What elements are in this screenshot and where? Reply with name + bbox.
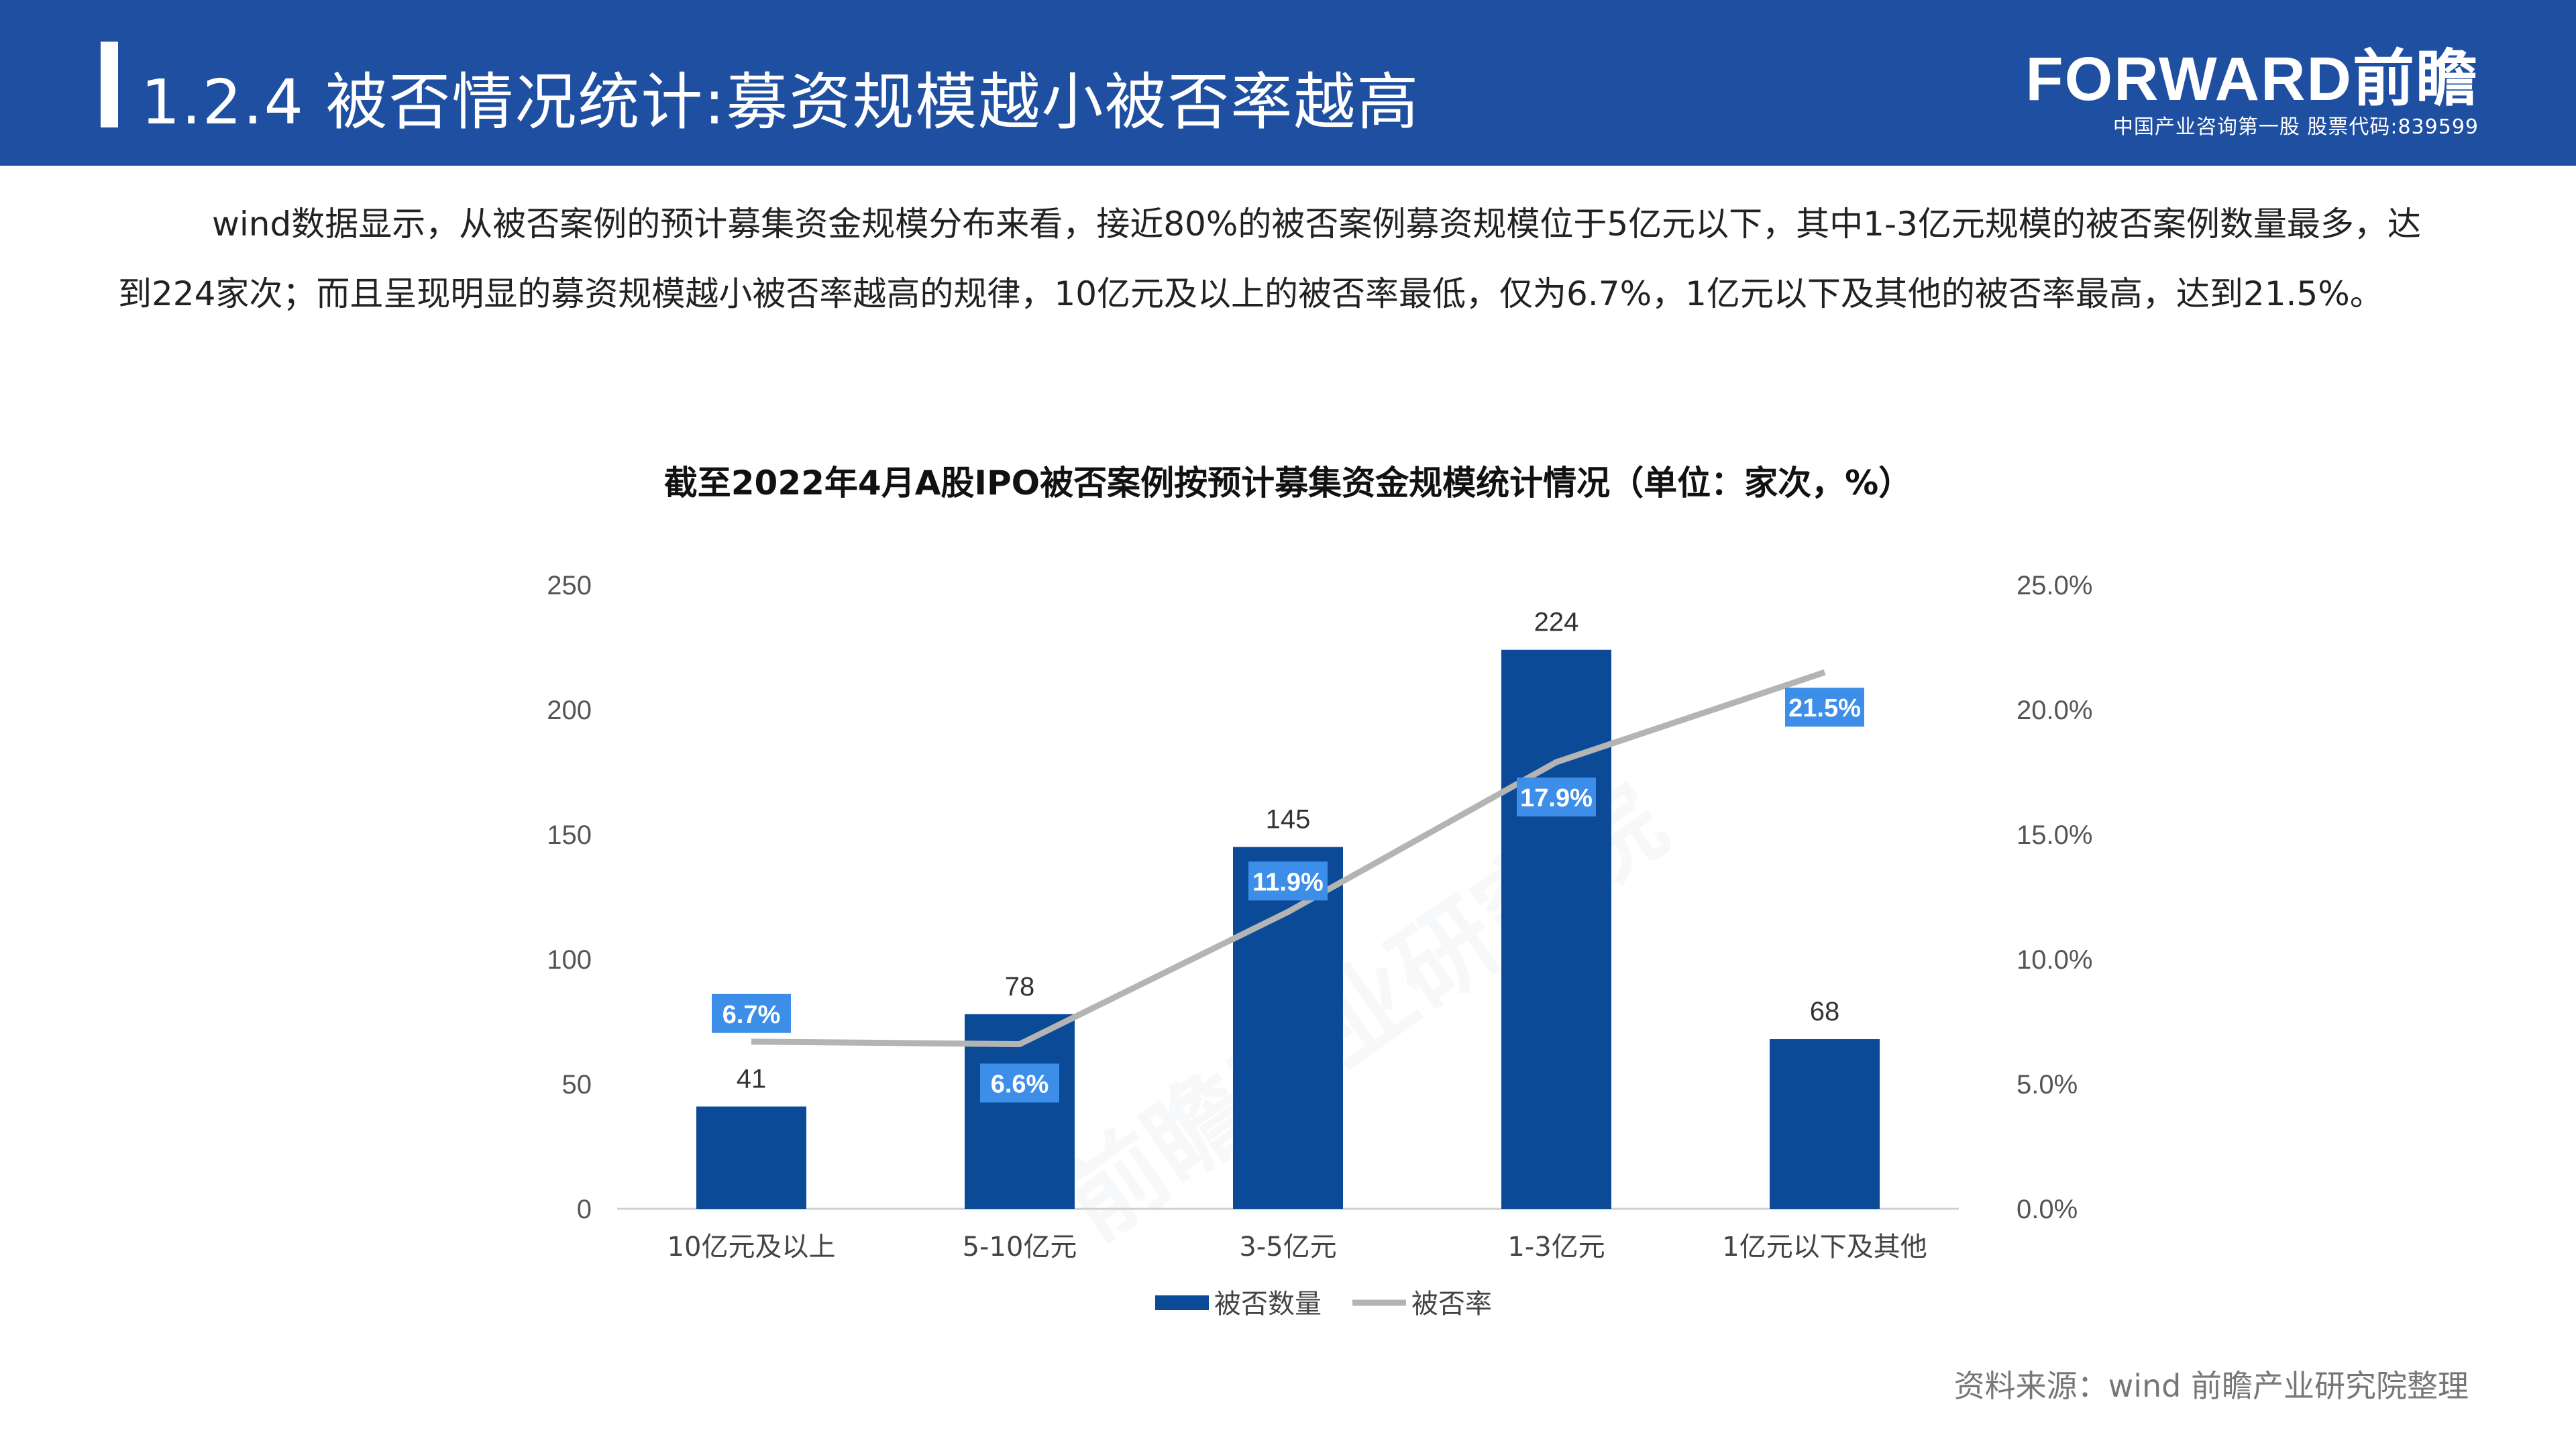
chart-title: 截至2022年4月A股IPO被否案例按预计募集资金规模统计情况（单位：家次，%） [663,464,1913,502]
right-tick-label: 15.0% [2017,820,2092,850]
bar [696,1106,806,1209]
rate-label-box [1517,777,1596,817]
bar-value-label: 224 [1534,608,1579,637]
rate-value-label: 17.9% [1520,784,1593,812]
legend-bar-label: 被否数量 [1214,1289,1322,1320]
right-tick-label: 20.0% [2017,696,2092,725]
brand-tagline: 中国产业咨询第一股 股票代码:839599 [2112,115,2479,139]
rate-value-label: 6.7% [722,1001,781,1029]
rate-label-box [712,994,791,1033]
x-tick-label: 1亿元以下及其他 [1722,1232,1927,1263]
bar-value-label: 68 [1810,997,1840,1026]
right-tick-label: 10.0% [2017,945,2092,975]
chart-labels: 41 78 145 224 68 6.7% 6.6% 11.9% 17.9% 21.5% [712,608,1864,1103]
bar-value-label: 78 [1005,972,1035,1002]
right-tick-label: 0.0% [2017,1195,2078,1224]
brand-logo: FORWARD前瞻 中国产业咨询第一股 股票代码:839599 [2025,47,2479,141]
right-tick-label: 25.0% [2017,571,2092,600]
bar [1233,847,1343,1209]
chart-legend: 被否数量 被否率 [1155,1289,1492,1320]
left-tick-label: 0 [577,1195,592,1224]
intro-paragraph: wind数据显示，从被否案例的预计募集资金规模分布来看，接近80%的被否案例募资… [118,189,2451,329]
rate-value-label: 21.5% [1788,694,1861,722]
bar [1770,1039,1880,1209]
x-tick-label: 3-5亿元 [1239,1232,1336,1263]
left-tick-label: 150 [547,820,592,850]
x-tick-label: 5-10亿元 [963,1232,1077,1263]
intro-text: wind数据显示，从被否案例的预计募集资金规模分布来看，接近80%的被否案例募资… [118,205,2421,313]
bar-value-label: 41 [737,1064,767,1093]
x-tick-label: 10亿元及以上 [667,1232,836,1263]
chart-bars [696,649,1880,1209]
header-bar: 1.2.4 被否情况统计:募资规模越小被否率越高 FORWARD前瞻 中国产业咨… [0,0,2576,166]
left-tick-label: 250 [547,571,592,600]
left-tick-label: 200 [547,696,592,725]
right-tick-label: 5.0% [2017,1070,2078,1099]
rate-line [751,669,1826,1047]
chart-line [751,669,1826,1047]
source-note: 资料来源：wind 前瞻产业研究院整理 [1953,1368,2469,1404]
rate-value-label: 11.9% [1252,868,1324,896]
legend-line-label: 被否率 [1411,1289,1492,1320]
rate-value-label: 6.6% [991,1070,1049,1098]
rate-label-box [1785,688,1864,727]
left-tick-label: 100 [547,945,592,975]
rate-label-box [980,1063,1059,1103]
bar [1501,649,1611,1209]
left-tick-label: 50 [562,1070,592,1099]
page-title: 1.2.4 被否情况统计:募资规模越小被否率越高 [141,66,1420,138]
bar-value-label: 145 [1266,805,1311,835]
x-tick-label: 1-3亿元 [1507,1232,1605,1263]
header-accent-bar [101,42,118,127]
rate-label-box [1248,861,1328,901]
brand-name: FORWARD前瞻 [2025,45,2479,113]
legend-bar-swatch [1155,1295,1209,1310]
